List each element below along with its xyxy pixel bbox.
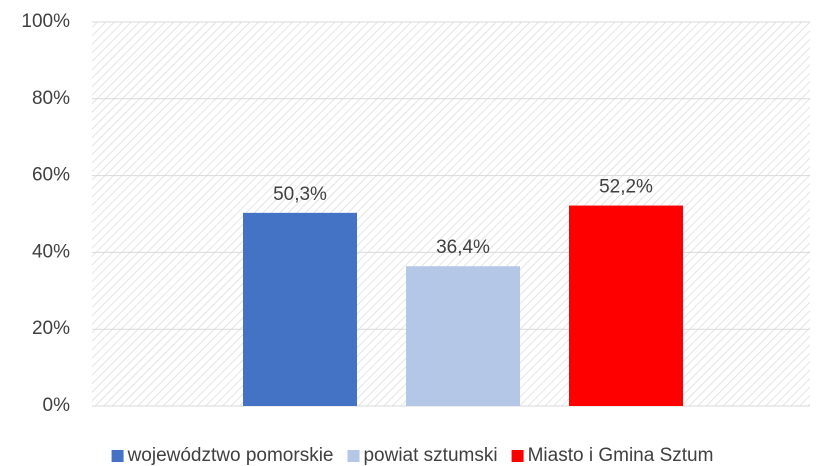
legend-swatch — [111, 450, 124, 462]
data-label: 50,3% — [273, 184, 327, 205]
y-tick-label: 20% — [32, 318, 70, 339]
bar — [569, 205, 683, 406]
legend-label: województwo pomorskie — [127, 445, 334, 466]
y-tick-label: 40% — [32, 241, 70, 262]
y-tick-label: 100% — [21, 11, 70, 32]
data-label: 36,4% — [436, 237, 490, 258]
bar — [243, 212, 357, 406]
y-tick-label: 0% — [43, 395, 71, 416]
legend-label: powiat sztumski — [363, 445, 497, 466]
legend-label: Miasto i Gmina Sztum — [528, 445, 714, 466]
legend-swatch — [511, 450, 524, 462]
bar — [406, 266, 520, 406]
data-label: 52,2% — [599, 177, 653, 198]
legend-swatch — [347, 450, 360, 462]
y-tick-label: 60% — [32, 165, 70, 186]
y-tick-label: 80% — [32, 88, 70, 109]
